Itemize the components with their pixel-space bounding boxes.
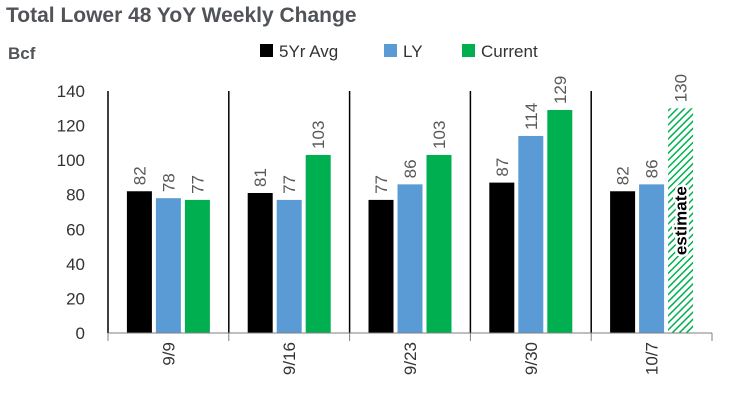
data-label: 114	[522, 103, 541, 130]
data-label: 77	[372, 175, 391, 194]
bar-current-9-9	[184, 199, 210, 333]
bar-current-9-30	[547, 110, 573, 333]
legend-swatch-5yr-avg	[260, 44, 273, 57]
y-tick-label: 80	[66, 186, 85, 205]
x-tick-label: 9/23	[401, 342, 420, 375]
bar-current-9-23	[426, 154, 452, 333]
y-tick-label: 40	[66, 255, 85, 274]
bar-current-9-16	[305, 154, 331, 333]
x-tick-label: 9/16	[280, 342, 299, 375]
bar-ly-9-16	[276, 199, 302, 333]
data-label: 78	[159, 173, 178, 192]
bar-current-10-7	[668, 108, 694, 334]
data-label: 77	[280, 175, 299, 194]
legend: 5Yr Avg LY Current	[260, 42, 538, 61]
data-label: 82	[614, 166, 633, 185]
legend-swatch-current	[462, 44, 475, 57]
data-label: 86	[401, 159, 420, 178]
plot-area: 0 20 40 60 80 100 120 140 82 78 77 81 77 103 77 86 103 87…	[57, 74, 713, 375]
y-tick-label: 100	[57, 151, 85, 170]
x-tick-label: 9/30	[522, 342, 541, 375]
legend-swatch-ly	[384, 44, 397, 57]
bar-5yr-avg-9-16	[247, 192, 273, 333]
data-label: 81	[251, 168, 270, 187]
bar-ly-9-23	[397, 184, 423, 333]
bar-ly-9-9	[155, 198, 181, 333]
y-tick-label: 120	[57, 117, 85, 136]
data-label: 87	[493, 158, 512, 177]
data-label: 86	[643, 159, 662, 178]
estimate-label: estimate	[672, 186, 691, 255]
data-label: 130	[672, 74, 691, 102]
data-label: 103	[309, 121, 328, 149]
legend-label-current: Current	[481, 42, 538, 61]
data-label: 82	[130, 166, 149, 185]
bar-5yr-avg-9-23	[368, 199, 394, 333]
bar-5yr-avg-10-7	[610, 191, 636, 333]
bar-5yr-avg-9-9	[126, 191, 152, 333]
legend-label-ly: LY	[403, 42, 423, 61]
data-label: 129	[551, 76, 570, 104]
bar-ly-10-7	[639, 184, 665, 333]
x-tick-label: 9/9	[159, 342, 178, 366]
bar-ly-9-30	[518, 135, 544, 333]
y-axis-unit: Bcf	[8, 44, 36, 63]
chart-title: Total Lower 48 YoY Weekly Change	[6, 4, 357, 27]
y-tick-label: 0	[76, 324, 85, 343]
data-label: 103	[430, 121, 449, 149]
x-tick-label: 10/7	[643, 342, 662, 375]
legend-label-5yr-avg: 5Yr Avg	[279, 42, 338, 61]
y-tick-label: 140	[57, 82, 85, 101]
data-label: 77	[188, 175, 207, 194]
y-tick-label: 60	[66, 220, 85, 239]
bar-5yr-avg-9-30	[489, 182, 515, 333]
y-tick-label: 20	[66, 289, 85, 308]
